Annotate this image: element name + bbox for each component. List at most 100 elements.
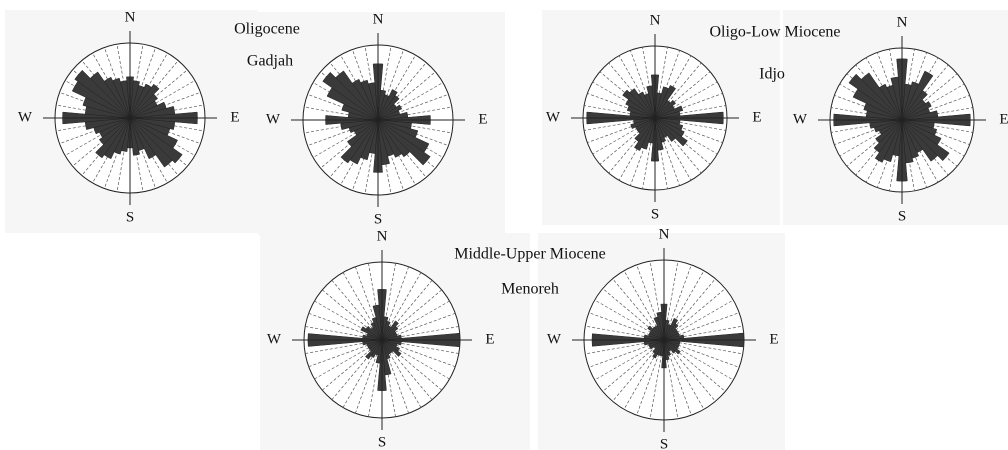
direction-label: W — [546, 109, 561, 125]
radial-line — [623, 339, 665, 410]
petal — [654, 99, 676, 119]
petal — [367, 82, 379, 121]
petal — [129, 117, 173, 168]
radial-line — [663, 325, 743, 341]
radial-line — [663, 339, 734, 381]
petal — [652, 339, 665, 354]
petal — [901, 119, 938, 162]
petal — [98, 117, 131, 145]
petal — [663, 317, 679, 341]
petal — [873, 119, 903, 153]
direction-label: N — [377, 228, 388, 244]
direction-label: W — [18, 109, 33, 125]
direction-label: S — [898, 208, 906, 224]
petal — [381, 320, 399, 341]
direction-label: S — [651, 206, 659, 222]
petal — [74, 69, 131, 119]
petal — [365, 325, 383, 341]
petal — [874, 119, 903, 163]
petal — [901, 119, 950, 162]
radial-line — [663, 339, 679, 419]
direction-label: S — [374, 211, 382, 227]
radial-line — [594, 339, 665, 381]
direction-label: S — [660, 436, 668, 450]
petal — [129, 117, 183, 164]
direction-label: S — [126, 209, 134, 225]
petal — [360, 326, 383, 341]
petal — [360, 79, 379, 121]
petal — [638, 91, 656, 119]
petal — [634, 117, 656, 142]
petal — [119, 80, 131, 119]
petal — [629, 88, 656, 119]
petal — [377, 95, 400, 121]
group-subtitle: Gadjah — [247, 53, 293, 70]
radial-line — [663, 339, 705, 410]
petal — [875, 119, 903, 144]
radial-line — [594, 299, 665, 341]
radial-line — [636, 339, 665, 416]
direction-label: N — [659, 226, 670, 242]
petal — [340, 119, 379, 164]
radial-line — [636, 264, 665, 341]
petal — [663, 339, 676, 354]
radial-line — [663, 299, 734, 341]
petal — [654, 117, 676, 142]
radial-line — [649, 261, 665, 341]
petal — [634, 117, 656, 151]
group-subtitle: Menoreh — [501, 281, 559, 298]
radial-line — [663, 264, 692, 341]
petal — [335, 70, 379, 121]
radial-line — [602, 339, 665, 392]
petal — [322, 71, 379, 121]
petal — [890, 76, 903, 121]
petal — [129, 117, 157, 160]
radial-line — [649, 339, 665, 419]
petal — [377, 119, 411, 158]
group-title: Middle-Upper Miocene — [454, 246, 606, 263]
radial-line — [663, 270, 705, 341]
petal — [129, 83, 160, 119]
petal — [377, 104, 403, 121]
petal — [630, 117, 656, 129]
petal — [365, 339, 383, 360]
radial-line — [612, 278, 665, 341]
radial-line — [663, 339, 692, 416]
direction-label: E — [230, 109, 239, 125]
petal — [878, 83, 903, 121]
direction-label: W — [793, 111, 808, 127]
petal — [103, 76, 131, 119]
petal — [95, 117, 131, 159]
petal — [901, 70, 934, 121]
radial-line — [585, 325, 665, 341]
petal — [656, 311, 665, 341]
petal — [377, 89, 398, 121]
radial-line — [663, 312, 740, 341]
radial-line — [663, 261, 679, 341]
petal — [654, 105, 684, 119]
direction-label: E — [999, 111, 1008, 127]
petal — [663, 323, 679, 341]
petal — [351, 78, 379, 121]
direction-label: W — [547, 331, 562, 347]
radial-line — [588, 339, 665, 368]
petal — [112, 77, 131, 119]
radial-line — [663, 278, 716, 341]
petal — [129, 93, 158, 119]
roses: N E S W N E S W N E S W N E S W N E S W N E S W — [18, 9, 1008, 450]
radial-line — [663, 339, 726, 392]
petal — [647, 325, 665, 341]
petal — [646, 85, 656, 119]
direction-label: N — [897, 14, 908, 30]
petal — [654, 85, 676, 119]
petal — [89, 71, 131, 119]
direction-label: W — [267, 331, 282, 347]
petal — [901, 90, 928, 121]
group-title: Oligo-Low Miocene — [709, 24, 840, 41]
radial-line — [663, 339, 740, 368]
petal — [346, 119, 379, 147]
group-subtitle: Idjo — [759, 66, 785, 83]
direction-label: N — [125, 9, 136, 25]
radial-line — [663, 288, 726, 341]
